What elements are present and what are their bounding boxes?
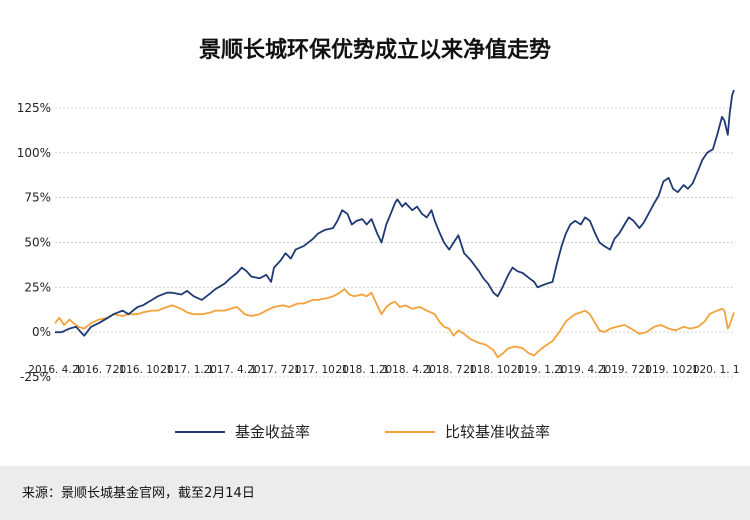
x-tick-label: 2017. 1. 1 xyxy=(160,364,213,376)
x-tick-label: 2020. 1. 1 xyxy=(686,364,739,376)
series-lines xyxy=(54,89,735,359)
y-tick-label: -25% xyxy=(20,370,51,384)
x-tick-label: 2019. 4. 1 xyxy=(554,364,607,376)
legend: 基金收益率 比较基准收益率 xyxy=(175,423,550,441)
x-tick-label: 2019. 10. 1 xyxy=(639,364,699,376)
y-tick-label: 25% xyxy=(24,280,51,294)
y-tick-label: 75% xyxy=(24,191,51,205)
x-tick-label: 2017. 4. 1 xyxy=(204,364,257,376)
x-tick-label: 2017. 7. 1 xyxy=(247,364,300,376)
x-tick-label: 2019. 7. 1 xyxy=(598,364,651,376)
x-tick-label: 2016. 10. 1 xyxy=(113,364,173,376)
y-tick-label: 100% xyxy=(17,146,51,160)
x-tick-label: 2016. 4. 1 xyxy=(28,364,81,376)
source-note: 来源：景顺长城基金官网，截至2月14日 xyxy=(22,486,255,501)
chart-title: 景顺长城环保优势成立以来净值走势 xyxy=(198,38,551,63)
x-tick-label: 2018. 7. 1 xyxy=(423,364,476,376)
x-tick-label: 2016. 7. 1 xyxy=(72,364,125,376)
y-tick-label: 50% xyxy=(24,235,51,249)
x-tick-label: 2018. 4. 1 xyxy=(379,364,432,376)
line-chart: -25%0%25%50%75%100%125% 2016. 4. 12016. … xyxy=(17,89,740,441)
source-bar: 来源：景顺长城基金官网，截至2月14日 xyxy=(0,466,750,520)
grid-lines xyxy=(55,107,734,378)
y-tick-label: 125% xyxy=(17,101,51,115)
x-tick-label: 2017. 10. 1 xyxy=(288,364,348,376)
x-tick-label: 2019. 1. 1 xyxy=(511,364,564,376)
y-axis-ticks: -25% 0% 25% 50% 75% 100% 125% xyxy=(17,101,51,384)
x-tick-label: 2018. 10. 1 xyxy=(463,364,523,376)
x-tick-label: 2018. 1. 1 xyxy=(336,364,389,376)
legend-label: 基金收益率 xyxy=(235,423,310,441)
y-tick-label: 0% xyxy=(32,325,51,339)
legend-label: 比较基准收益率 xyxy=(445,423,550,441)
series-line xyxy=(55,89,735,337)
series-line xyxy=(54,288,735,359)
